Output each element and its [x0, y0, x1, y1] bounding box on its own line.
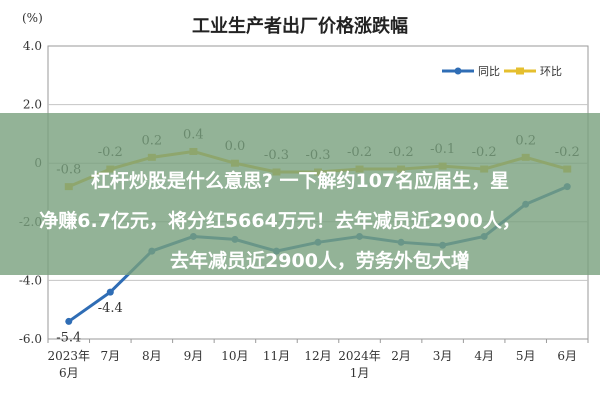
y-axis-unit-label: (%) — [22, 11, 43, 25]
overlay-line-2: 净赚6.7亿元，将分红5664万元！去年减员近2900人， — [39, 210, 521, 232]
x-tick-label-2: 8月 — [142, 349, 162, 363]
legend-label-yoy: 同比 — [478, 65, 500, 78]
overlay-line-3: 去年减员近2900人，劳务外包大增 — [170, 250, 470, 272]
x-tick-label-10: 4月 — [474, 349, 494, 363]
legend-label-mom: 环比 — [540, 65, 562, 78]
x-tick-label-8: 2月 — [391, 349, 411, 363]
y-tick-label-1: 2.0 — [23, 98, 42, 112]
x-tick-label-11: 5月 — [516, 349, 536, 363]
data-label-yoy-0: -5.4 — [56, 330, 81, 345]
x-tick-label-0: 2023年 — [47, 349, 90, 363]
x-tick-label-12: 6月 — [557, 349, 577, 363]
point-yoy-1 — [106, 288, 114, 296]
chart-title: 工业生产者出厂价格涨跌幅 — [192, 15, 408, 37]
y-tick-label-4: -4.0 — [19, 273, 42, 287]
article-title-overlay[interactable]: 杠杆炒股是什么意思? 一下解约107名应届生，星 净赚6.7亿元，将分红5664… — [0, 113, 600, 275]
y-tick-label-0: 4.0 — [23, 39, 42, 53]
legend-marker-yoy — [454, 67, 462, 75]
point-yoy-0 — [65, 317, 73, 325]
x-tick-label-9: 3月 — [433, 349, 453, 363]
x-tick-label-4: 10月 — [221, 349, 248, 363]
y-tick-label-5: -6.0 — [19, 332, 42, 346]
x-tick-label-0-line2: 6月 — [59, 366, 79, 380]
legend: 同比 环比 — [442, 65, 562, 78]
x-tick-label-3: 9月 — [184, 349, 204, 363]
data-label-yoy-1: -4.4 — [98, 301, 123, 316]
legend-marker-mom — [516, 67, 524, 75]
x-tick-label-1: 7月 — [100, 349, 120, 363]
x-tick-label-7-line2: 1月 — [350, 366, 370, 380]
x-tick-label-5: 11月 — [263, 349, 290, 363]
overlay-line-1: 杠杆炒股是什么意思? 一下解约107名应届生，星 — [90, 170, 510, 192]
x-tick-label-7: 2024年 — [338, 349, 381, 363]
x-tick-label-6: 12月 — [304, 349, 331, 363]
